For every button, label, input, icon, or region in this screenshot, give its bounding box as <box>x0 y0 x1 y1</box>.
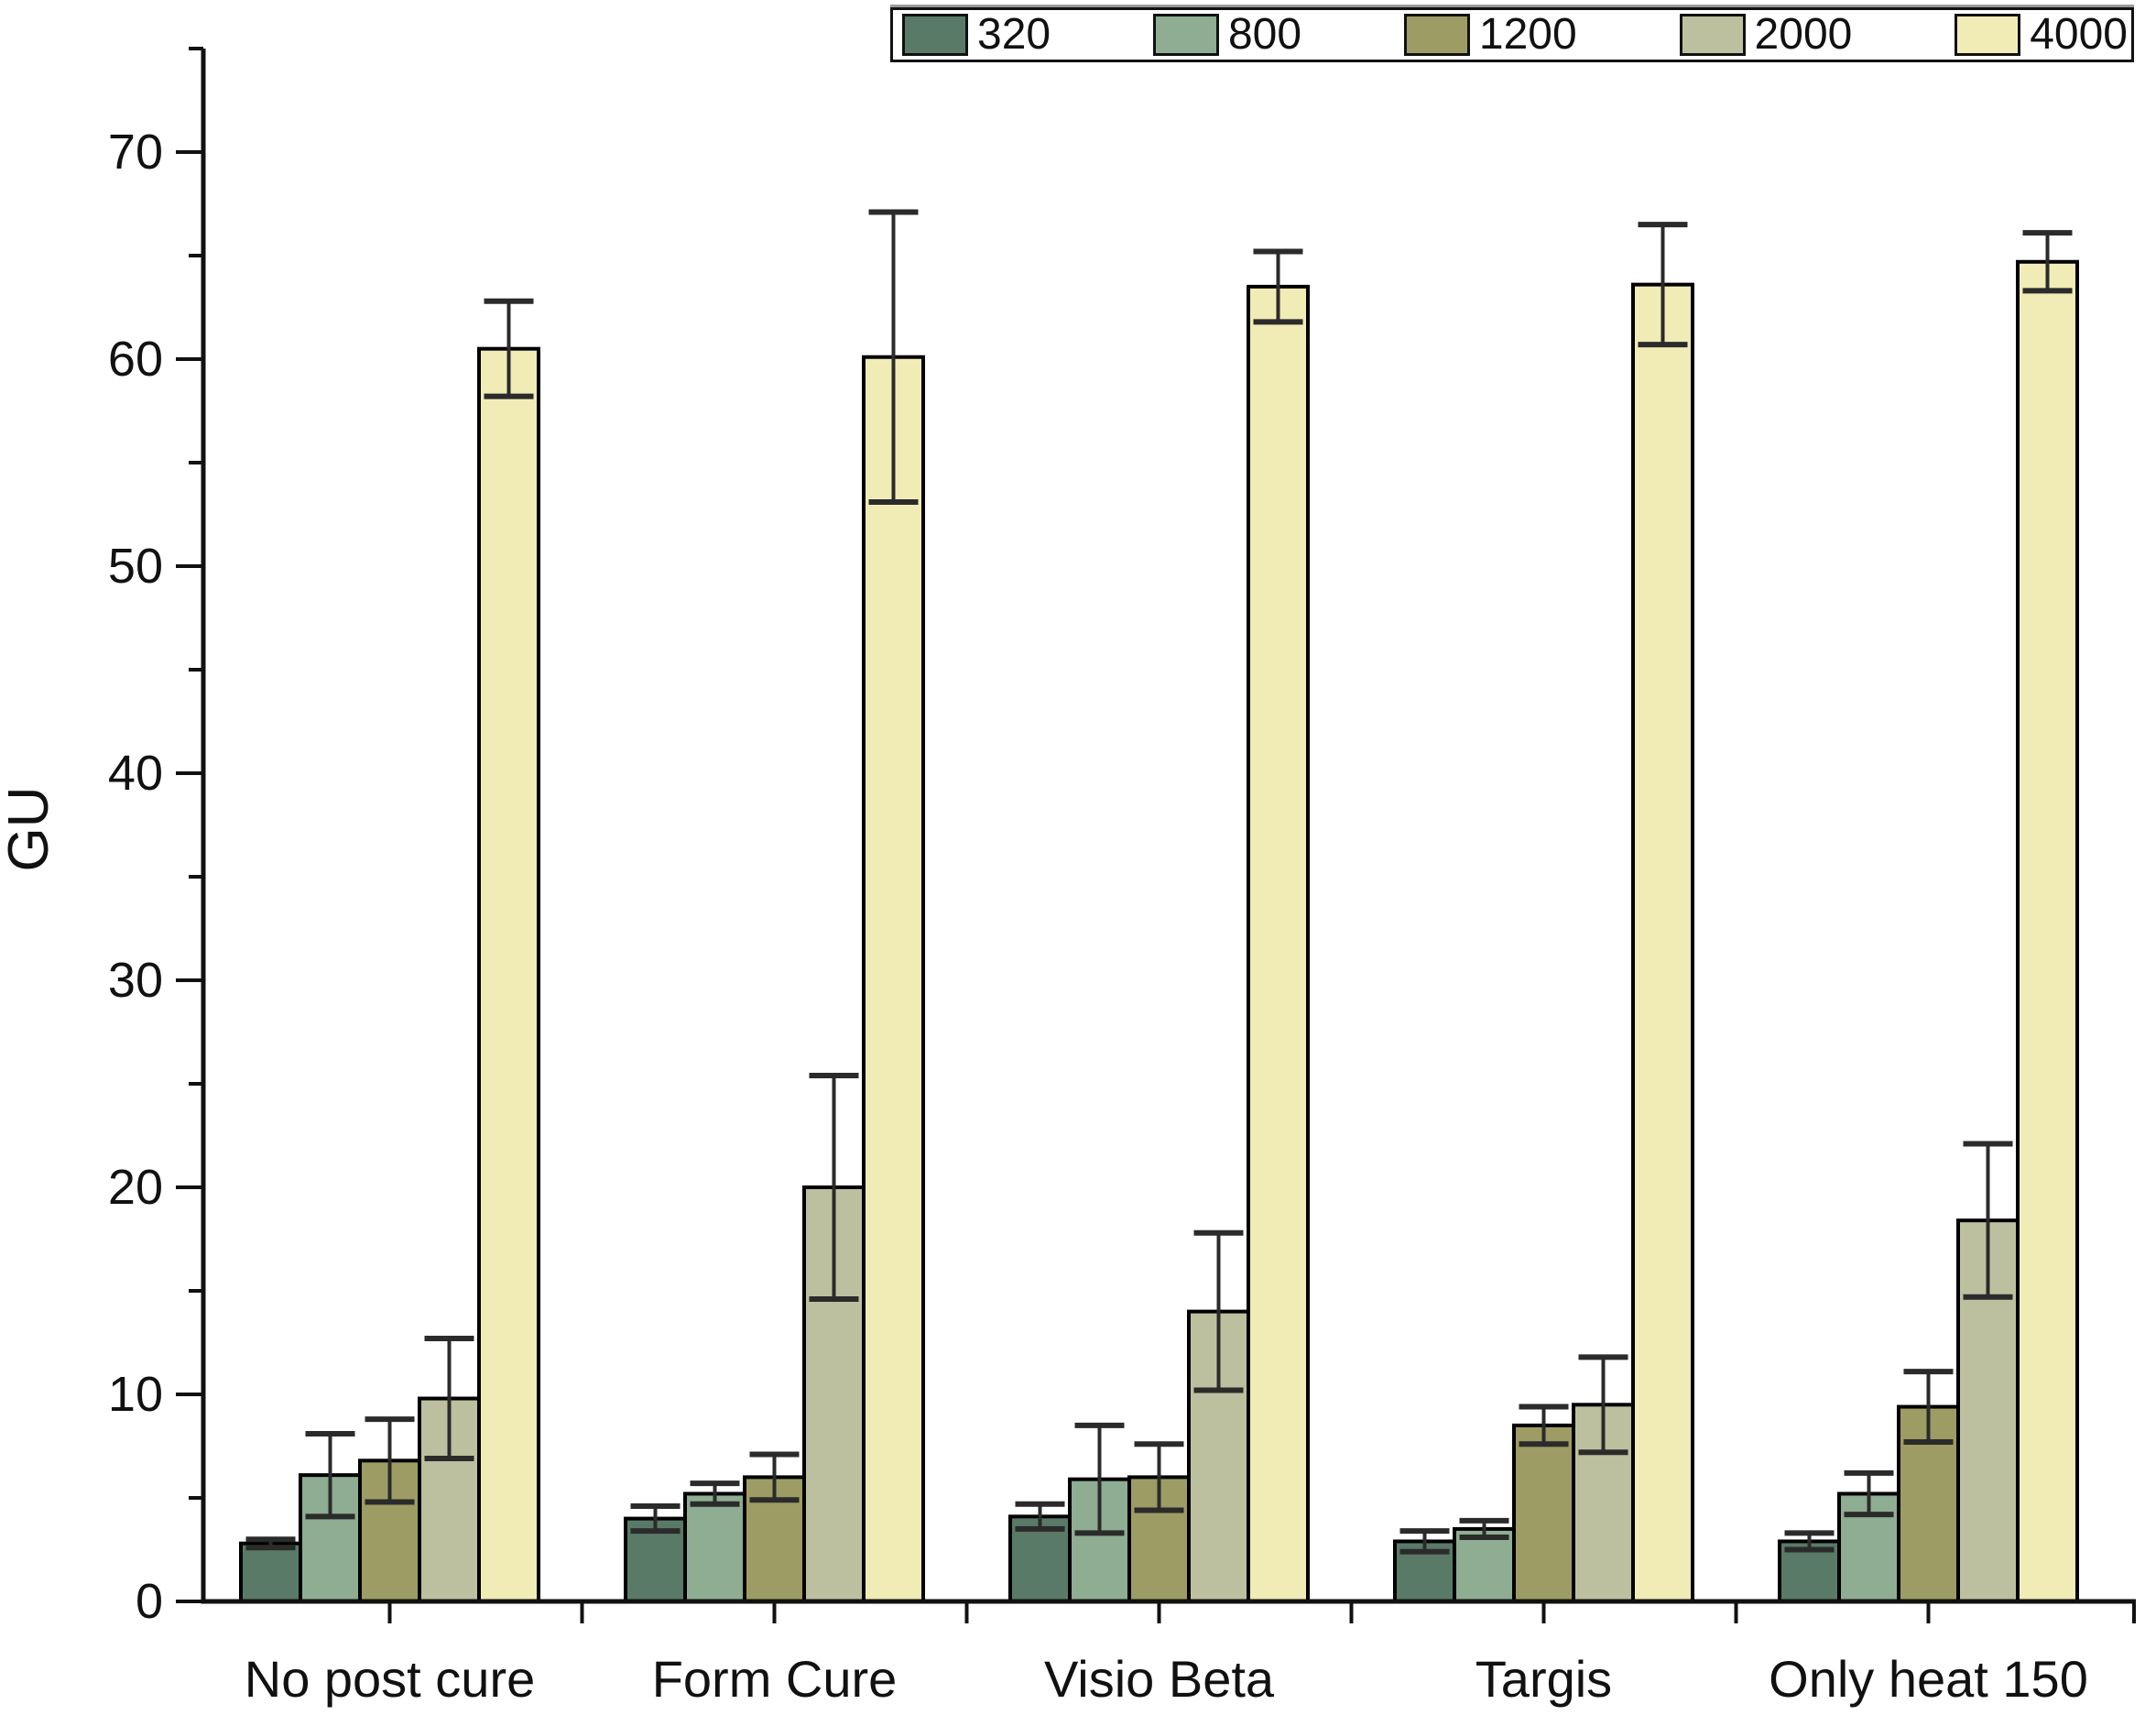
bar <box>1512 1423 1575 1604</box>
y-tick-label: 40 <box>108 746 163 801</box>
bar <box>2016 259 2079 1603</box>
legend: 320 800 1200 2000 4000 <box>890 7 2134 62</box>
legend-swatch <box>1679 14 1746 56</box>
y-tick-label: 10 <box>108 1367 163 1422</box>
legend-label: 320 <box>977 10 1051 59</box>
legend-label: 800 <box>1227 10 1302 59</box>
legend-entry: 4000 <box>1945 10 2131 60</box>
y-tick-label: 70 <box>108 125 163 180</box>
y-tick-label: 30 <box>108 953 163 1008</box>
legend-entry: 800 <box>1144 10 1305 60</box>
y-tick-label: 50 <box>108 539 163 594</box>
x-category-label: Only heat 150 <box>1769 1650 2088 1708</box>
legend-label: 1200 <box>1478 10 1577 59</box>
y-axis-title: GU <box>0 787 60 872</box>
legend-label: 4000 <box>2030 10 2128 59</box>
legend-entry: 1200 <box>1395 10 1581 60</box>
bar <box>1247 284 1310 1603</box>
bar <box>1956 1218 2020 1604</box>
legend-entry: 2000 <box>1671 10 1857 60</box>
bar <box>683 1491 746 1603</box>
legend-entry: 320 <box>893 10 1054 60</box>
y-tick-label: 20 <box>108 1160 163 1215</box>
y-tick-label: 60 <box>108 332 163 387</box>
bar <box>862 355 925 1603</box>
error-bars-layer <box>245 209 2073 1555</box>
x-category-label: Visio Beta <box>1044 1650 1275 1708</box>
legend-swatch <box>1403 14 1470 56</box>
legend-label: 2000 <box>1754 10 1853 59</box>
bars-layer <box>239 259 2079 1604</box>
tick-labels-layer: 0 10 20 30 40 50 60 70 No post cure Form Cure Visi… <box>108 125 2088 1708</box>
y-tick-label: 0 <box>136 1574 163 1629</box>
axes-layer <box>176 47 2136 1623</box>
x-category-label: Form Cure <box>652 1650 898 1708</box>
x-category-label: Targis <box>1475 1650 1612 1708</box>
legend-swatch <box>1955 14 2021 56</box>
legend-swatch <box>902 14 968 56</box>
bar <box>477 346 540 1604</box>
legend-swatch <box>1152 14 1219 56</box>
x-category-label: No post cure <box>245 1650 536 1708</box>
bar <box>1631 282 1694 1603</box>
bar <box>239 1541 302 1603</box>
